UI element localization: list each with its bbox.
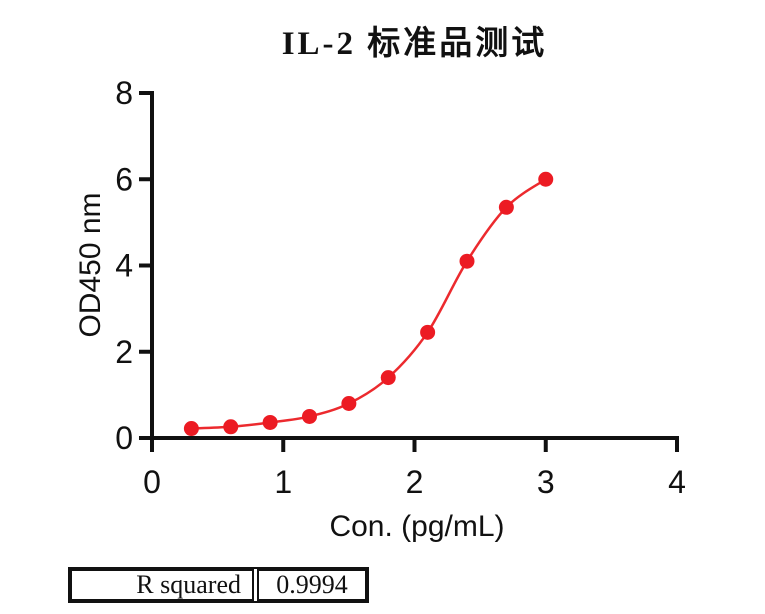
stats-table-value-cell: 0.9994 (257, 569, 367, 601)
stats-table-label-cell: R squared (70, 569, 254, 601)
x-tick-label: 2 (406, 464, 424, 500)
x-tick-label: 3 (537, 464, 555, 500)
x-tick-label: 1 (274, 464, 292, 500)
x-tick-label: 4 (668, 464, 686, 500)
y-tick-label: 8 (115, 75, 133, 111)
data-point-marker (341, 396, 357, 411)
fit-curve (191, 178, 547, 430)
data-point-marker (302, 408, 317, 424)
data-point-marker (459, 253, 475, 269)
x-tick-label: 0 (143, 464, 161, 500)
data-point-marker (223, 419, 239, 435)
axes (139, 91, 679, 452)
data-point-marker (380, 370, 396, 386)
stats-table: R squared 0.9994 (68, 567, 369, 603)
y-tick-label: 0 (115, 420, 133, 456)
data-point-marker (420, 324, 436, 340)
tick-labels: 0 2 4 6 8 0 1 2 3 4 (115, 75, 686, 500)
data-series (183, 171, 554, 437)
y-tick-label: 6 (115, 161, 133, 197)
y-tick-label: 2 (115, 334, 133, 370)
data-point-marker (262, 414, 278, 430)
chart-title: IL-2 标准品测试 (281, 26, 548, 62)
x-axis-label: Con. (pg/mL) (329, 510, 504, 543)
data-point-marker (498, 199, 514, 215)
data-point-marker (183, 421, 199, 437)
y-axis-label: OD450 nm (74, 192, 107, 337)
data-point-marker (538, 171, 554, 187)
y-tick-label: 4 (115, 248, 133, 284)
